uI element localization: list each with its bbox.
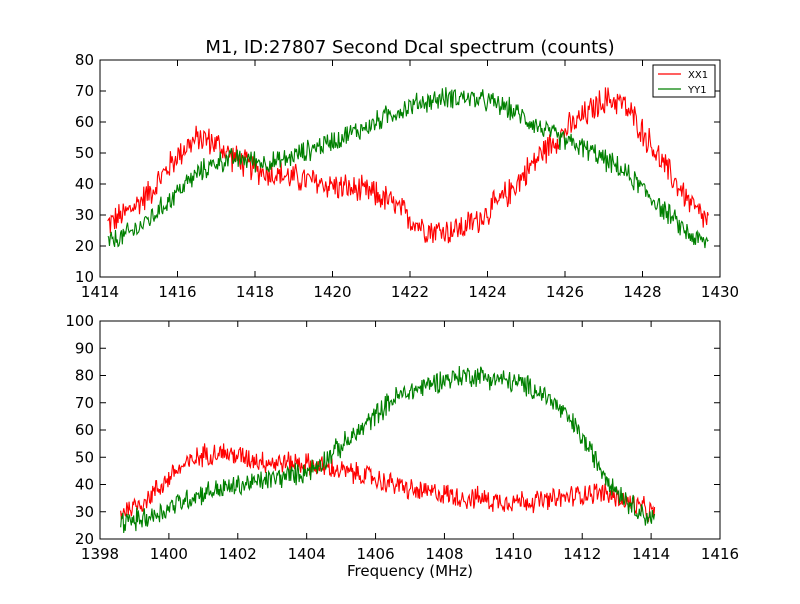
bottom-xtick-label: 1404	[288, 545, 326, 563]
top-line-yy1	[107, 87, 709, 249]
bottom-plot-frame	[99, 320, 721, 540]
bottom-xtick-label: 1402	[219, 545, 257, 563]
legend-label-yy1: YY1	[687, 85, 707, 96]
top-xtick-label: 1428	[623, 283, 661, 301]
top-plot-frame	[99, 59, 721, 278]
chart-title: M1, ID:27807 Second Dcal spectrum (count…	[205, 37, 614, 58]
top-ytick-label: 20	[75, 237, 94, 255]
bottom-ytick-label: 100	[65, 312, 94, 330]
top-xtick-label: 1414	[81, 283, 119, 301]
bottom-ytick-label: 90	[75, 339, 94, 357]
bottom-xtick-label: 1410	[494, 545, 532, 563]
bottom-ytick-label: 30	[75, 503, 94, 521]
bottom-xtick-label: 1406	[356, 545, 394, 563]
bottom-ticks: 1398 1400 1402 1404 1406 1408 1410 1412 1414 1416…	[65, 312, 739, 563]
legend-label-xx1: XX1	[688, 70, 708, 81]
legend-box	[652, 64, 716, 98]
bottom-panel: 1398 1400 1402 1404 1406 1408 1410 1412 1414 1416…	[65, 312, 739, 580]
top-xtick-label: 1422	[391, 283, 429, 301]
bottom-xtick-label: 1398	[81, 545, 119, 563]
bottom-ytick-label: 50	[75, 448, 94, 466]
top-ytick-label: 40	[75, 175, 94, 193]
bottom-ytick-label: 80	[75, 367, 94, 385]
legend: XX1 YY1	[652, 64, 716, 98]
bottom-series-lines	[120, 366, 656, 534]
top-line-xx1	[107, 87, 709, 244]
top-xtick-label: 1424	[468, 283, 506, 301]
bottom-ytick-label: 20	[75, 530, 94, 548]
bottom-ytick-label: 40	[75, 476, 94, 494]
bottom-xtick-label: 1400	[150, 545, 188, 563]
top-series-lines	[107, 87, 709, 249]
top-xtick-label: 1426	[546, 283, 584, 301]
bottom-ytick-label: 60	[75, 421, 94, 439]
top-xtick-label: 1420	[313, 283, 351, 301]
bottom-line-series-2	[120, 366, 656, 534]
bottom-xtick-label: 1408	[425, 545, 463, 563]
top-ticks: 1414 1416 1418 1420 1422 1424 1426 1428 1430 10 20…	[75, 51, 739, 301]
top-ytick-label: 60	[75, 113, 94, 131]
bottom-xtick-label: 1416	[701, 545, 739, 563]
x-axis-label: Frequency (MHz)	[347, 562, 473, 580]
top-ytick-label: 50	[75, 144, 94, 162]
top-xtick-label: 1430	[701, 283, 739, 301]
bottom-xtick-label: 1414	[632, 545, 670, 563]
top-ytick-label: 30	[75, 206, 94, 224]
bottom-xtick-label: 1412	[563, 545, 601, 563]
top-ytick-label: 10	[75, 268, 94, 286]
top-xtick-label: 1418	[236, 283, 274, 301]
top-xtick-label: 1416	[158, 283, 196, 301]
bottom-ytick-label: 70	[75, 394, 94, 412]
top-ytick-label: 70	[75, 82, 94, 100]
top-panel: M1, ID:27807 Second Dcal spectrum (count…	[75, 37, 739, 301]
top-ytick-label: 80	[75, 51, 94, 69]
bottom-line-series-1	[120, 443, 656, 522]
